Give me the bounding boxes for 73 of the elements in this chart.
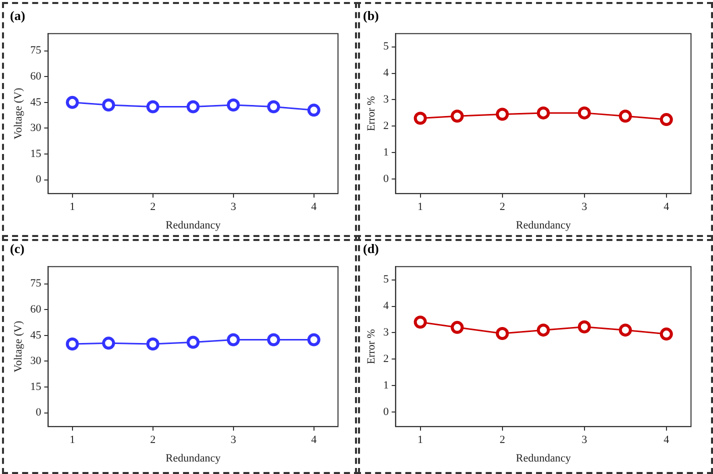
point: [536, 106, 550, 120]
y-tick-label: 45: [30, 96, 42, 108]
x-tick-label: 1: [70, 434, 76, 446]
y-tick-label: 0: [36, 174, 42, 186]
point: [496, 108, 509, 121]
point: [660, 113, 673, 126]
x-axis-title: Redundancy: [516, 219, 572, 232]
x-tick-label: 2: [500, 434, 506, 446]
point: [102, 98, 116, 112]
y-tick-label: 1: [383, 146, 389, 158]
y-tick-label: 0: [36, 406, 42, 419]
point: [496, 327, 509, 340]
x-tick-label: 3: [582, 434, 588, 446]
y-tick-label: 5: [383, 274, 390, 286]
x-tick-label: 3: [230, 434, 237, 446]
y-tick-label: 1: [383, 380, 389, 392]
point: [450, 110, 464, 123]
x-axis-title: Redundancy: [516, 452, 572, 464]
x-tick-label: 4: [664, 434, 670, 446]
y-tick-label: 0: [383, 406, 390, 418]
x-tick-label: 4: [664, 201, 670, 214]
point: [450, 320, 464, 334]
y-axis-title: Error %: [365, 329, 378, 364]
y-tick-label: 60: [30, 304, 42, 316]
point: [414, 316, 427, 329]
point: [267, 100, 280, 114]
x-tick-label: 4: [311, 434, 318, 446]
point: [146, 100, 160, 114]
x-axis-title: Redundancy: [166, 452, 222, 464]
y-tick-label: 75: [30, 44, 42, 57]
x-tick-label: 1: [70, 201, 76, 214]
y-axis-title: Voltage (V): [12, 320, 24, 372]
point: [186, 100, 200, 114]
y-tick-label: 45: [30, 329, 42, 342]
x-tick-label: 4: [311, 201, 318, 214]
chart-title: (d): [363, 241, 379, 257]
y-tick-label: 15: [30, 148, 42, 160]
x-tick-label: 1: [418, 434, 424, 446]
y-tick-label: 3: [383, 94, 390, 106]
x-tick-label: 2: [500, 201, 506, 214]
point: [618, 110, 632, 123]
point: [66, 96, 79, 109]
y-axis-title: Error %: [365, 96, 378, 132]
x-axis-title: Redundancy: [166, 219, 222, 232]
x-tick-label: 1: [418, 201, 424, 214]
point: [414, 112, 427, 125]
chart-title: (b): [363, 8, 379, 24]
x-tick-label: 3: [582, 201, 588, 214]
y-axis-title: Voltage (V): [12, 88, 24, 140]
y-tick-label: 3: [383, 326, 390, 339]
point: [660, 328, 673, 341]
point: [307, 104, 320, 117]
point: [536, 324, 550, 337]
chart-title: (c): [10, 241, 24, 257]
y-tick-label: 15: [30, 380, 42, 393]
x-tick-label: 2: [150, 434, 156, 446]
chart-title: (a): [10, 8, 26, 24]
point: [226, 98, 240, 112]
point: [578, 320, 591, 334]
y-tick-label: 2: [383, 353, 389, 366]
point: [618, 324, 632, 337]
y-tick-label: 4: [383, 67, 390, 80]
x-tick-label: 3: [230, 201, 237, 214]
y-tick-label: 2: [383, 120, 389, 132]
y-tick-label: 4: [383, 300, 390, 312]
y-tick-label: 0: [383, 172, 390, 185]
point: [578, 106, 591, 120]
y-tick-label: 30: [30, 122, 42, 134]
y-tick-label: 60: [30, 70, 42, 82]
y-tick-label: 75: [30, 278, 42, 290]
y-tick-label: 30: [30, 355, 42, 368]
x-tick-label: 2: [150, 201, 156, 214]
y-tick-label: 5: [383, 40, 390, 53]
